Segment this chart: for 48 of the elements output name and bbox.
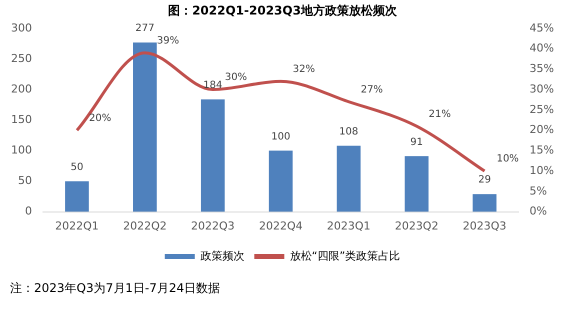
y-tick-label: 200 xyxy=(10,82,32,96)
x-tick-label: 2022Q1 xyxy=(55,219,99,232)
y2-tick-label: 25% xyxy=(530,102,554,116)
bar xyxy=(404,156,429,212)
data-label: 100 xyxy=(271,131,290,142)
y2-tick-label: 0% xyxy=(530,204,548,218)
y-tick-label: 100 xyxy=(10,144,32,157)
data-label: 91 xyxy=(410,136,424,148)
chart-title: 图：2022Q1-2023Q3地方政策放松频次 xyxy=(168,3,398,18)
y2-tick-label: 30% xyxy=(530,82,554,96)
y2-tick-label: 40% xyxy=(530,42,554,55)
data-label: 27% xyxy=(360,84,383,96)
x-tick-label: 2023Q3 xyxy=(462,219,506,232)
y-tick-label: 150 xyxy=(10,112,32,126)
text: 注：2023年Q3为7月1日-7月24日数据 xyxy=(10,280,222,297)
data-label: 39% xyxy=(156,35,180,46)
data-label: 20% xyxy=(88,112,112,124)
bar xyxy=(65,181,89,212)
x-tick-label: 2022Q2 xyxy=(123,219,167,232)
bar xyxy=(133,42,157,212)
data-label: 10% xyxy=(496,154,519,165)
x-tick-label: 2022Q4 xyxy=(258,219,303,232)
bar xyxy=(336,146,361,212)
data-label: 21% xyxy=(428,108,451,120)
data-label: 32% xyxy=(292,64,316,75)
x-tick-label: 2023Q2 xyxy=(394,219,438,232)
y2-tick-label: 35% xyxy=(530,62,554,76)
y2-tick-label: 20% xyxy=(530,123,554,136)
x-tick-label: 2023Q1 xyxy=(326,219,371,232)
data-label: 30% xyxy=(224,72,248,84)
x-tick-label: 2022Q3 xyxy=(191,219,235,232)
bar xyxy=(200,99,225,212)
y2-tick-label: 45% xyxy=(530,21,554,34)
y2-tick-label: 15% xyxy=(530,144,554,157)
y2-tick-label: 5% xyxy=(530,184,548,198)
y-tick-label: 250 xyxy=(10,52,32,65)
y-tick-label: 0 xyxy=(24,204,32,218)
bar xyxy=(268,150,293,212)
data-label: 277 xyxy=(135,23,154,34)
data-label: 29 xyxy=(478,174,491,186)
legend-label: 政策频次 xyxy=(200,249,244,262)
data-label: 50 xyxy=(70,162,84,173)
data-label: 108 xyxy=(339,126,358,138)
y2-tick-label: 10% xyxy=(530,164,554,177)
bar xyxy=(472,194,496,212)
y-tick-label: 50 xyxy=(18,174,32,188)
y-tick-label: 300 xyxy=(10,21,32,34)
legend-label: 放松“四限”类政策占比 xyxy=(290,249,400,262)
